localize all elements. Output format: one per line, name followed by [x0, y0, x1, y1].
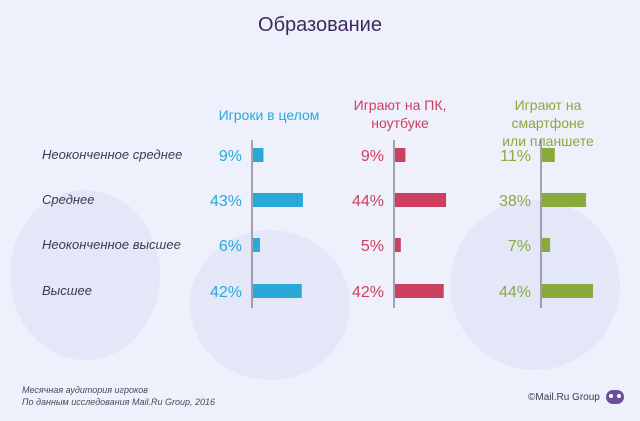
data-label: 5% [361, 238, 384, 255]
bar [542, 284, 594, 298]
data-label: 7% [508, 238, 531, 255]
data-label: 42% [352, 284, 384, 301]
bar [542, 148, 555, 162]
data-label: 9% [361, 148, 384, 165]
bar [395, 238, 401, 252]
brand-text: ©Mail.Ru Group [528, 391, 600, 403]
legend-players-label: Игроки в целом [218, 107, 320, 123]
bar [542, 238, 551, 252]
data-label: 11% [500, 148, 531, 165]
legend-mobile-line1: Играют на смартфоне [511, 97, 585, 131]
data-label: 43% [210, 193, 242, 210]
bar [253, 238, 260, 252]
data-label: 9% [219, 148, 242, 165]
data-label: 38% [499, 193, 531, 210]
bar [542, 193, 587, 207]
data-label: 6% [219, 238, 242, 255]
bar [253, 193, 303, 207]
brand-logo: ©Mail.Ru Group [528, 390, 624, 404]
background-shape [190, 230, 350, 380]
legend-mobile: Играют на смартфоне или планшете [478, 96, 618, 150]
data-label: 42% [210, 284, 242, 301]
bar [395, 148, 406, 162]
footer-note: Месячная аудитория игроков По данным исс… [22, 384, 215, 408]
legend-pc-line1: Играют на ПК, [353, 97, 447, 113]
footer-line1: Месячная аудитория игроков [22, 385, 148, 395]
background-shape [10, 190, 160, 360]
gamepad-icon [605, 390, 624, 404]
legend-pc-line2: ноутбуке [371, 115, 429, 131]
legend-pc: Играют на ПК, ноутбуке [330, 96, 470, 132]
category-label: Среднее [42, 192, 95, 207]
bar [253, 284, 302, 298]
category-label: Неоконченное высшее [42, 237, 181, 252]
bar [395, 193, 447, 207]
data-label: 44% [352, 193, 384, 210]
bar [253, 148, 264, 162]
legend-players: Игроки в целом [199, 106, 339, 124]
bar [395, 284, 444, 298]
chart-title: Образование [258, 14, 382, 36]
footer-line2: По данным исследования Mail.Ru Group, 20… [22, 397, 215, 407]
category-label: Высшее [42, 283, 92, 298]
data-label: 44% [499, 284, 531, 301]
legend-mobile-line2: или планшете [502, 133, 594, 149]
category-label: Неоконченное среднее [42, 147, 183, 162]
